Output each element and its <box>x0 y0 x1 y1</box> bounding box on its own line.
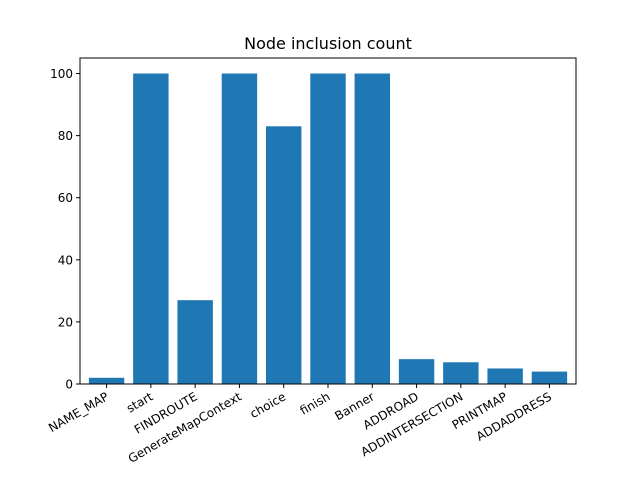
bar-finish <box>310 73 346 385</box>
x-tick-label: choice <box>248 389 289 421</box>
bars-layer <box>88 73 568 385</box>
y-tick-label: 80 <box>58 129 73 143</box>
y-tick-label: 100 <box>50 67 73 81</box>
x-axis: NAME_MAP startFINDROUTEGenerateMapContext… <box>46 384 554 466</box>
y-tick-label: 0 <box>65 378 73 392</box>
y-axis: 0 20 40 60 80 100 <box>50 67 80 392</box>
x-tick-label: ADDADDRESS <box>474 389 554 443</box>
bar-NAME_MAP <box>88 377 125 384</box>
x-tick-label: finish <box>297 389 332 417</box>
bar-PRINTMAP <box>487 368 523 384</box>
y-tick-label: 60 <box>58 191 73 205</box>
x-tick-label: NAME_MAP <box>46 389 111 435</box>
bar-choice <box>266 126 302 385</box>
bar-GenerateMapContext <box>221 73 258 385</box>
bar-start <box>133 73 169 385</box>
bar-ADDINTERSECTION <box>443 362 479 384</box>
bar-FINDROUTE <box>177 300 213 384</box>
y-tick-label: 20 <box>58 315 73 329</box>
x-tick-label: start <box>124 389 155 415</box>
chart-title: Node inclusion count <box>244 34 412 53</box>
bar-ADDADDRESS <box>531 371 568 384</box>
plot-frame <box>79 57 577 385</box>
bar-ADDROAD <box>398 359 435 384</box>
y-tick-label: 40 <box>58 253 73 267</box>
bar-Banner <box>354 73 390 385</box>
